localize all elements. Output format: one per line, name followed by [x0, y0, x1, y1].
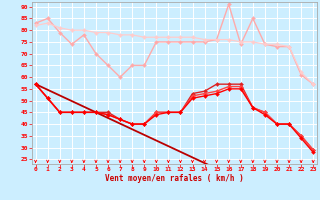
- X-axis label: Vent moyen/en rafales ( km/h ): Vent moyen/en rafales ( km/h ): [105, 174, 244, 183]
